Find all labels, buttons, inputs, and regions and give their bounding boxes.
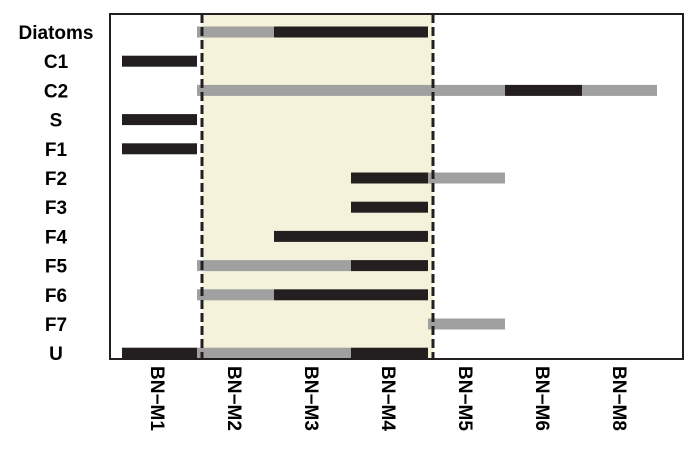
bar-f2-light	[428, 172, 505, 184]
bar-c2-light	[197, 84, 505, 96]
column-label-4: BN−M4	[377, 366, 398, 431]
bar-diatoms-light	[197, 26, 274, 38]
bar-diatoms-dark	[274, 26, 428, 38]
row-label-c1: C1	[44, 52, 69, 73]
row-label-f4: F4	[45, 227, 68, 248]
row-label-diatoms: Diatoms	[19, 23, 94, 44]
bar-f3-dark	[351, 201, 428, 213]
highlight-band	[202, 14, 433, 359]
column-label-2: BN−M2	[223, 366, 244, 431]
bar-layer	[122, 26, 657, 359]
column-label-1: BN−M1	[146, 366, 167, 431]
column-label-3: BN−M3	[300, 366, 321, 431]
plot-frame	[109, 13, 684, 360]
bar-f4-dark	[274, 230, 428, 242]
row-label-f7: F7	[45, 315, 67, 336]
bar-f1-dark	[122, 143, 197, 155]
bar-f5-light	[197, 260, 351, 272]
bar-c2-dark	[505, 84, 582, 96]
row-label-f5: F5	[45, 257, 68, 278]
bar-c1-dark	[122, 55, 197, 67]
row-labels: Diatoms C1 C2 S F1 F2 F3 F4 F5 F6 F7 U	[19, 23, 94, 365]
row-label-c2: C2	[44, 81, 68, 102]
bar-f6-dark	[274, 289, 428, 301]
bar-u-light	[197, 347, 351, 359]
bar-s-dark	[122, 114, 197, 126]
row-label-u: U	[49, 344, 63, 365]
row-label-f3: F3	[45, 198, 67, 219]
bar-f2-dark	[351, 172, 428, 184]
bar-u-dark	[351, 347, 428, 359]
column-labels: BN−M1 BN−M2 BN−M3 BN−M4 BN−M5 BN−M6 BN−M8	[146, 366, 629, 431]
bar-f6-light	[197, 289, 274, 301]
bar-f5-dark	[351, 260, 428, 272]
column-label-7: BN−M8	[608, 366, 629, 431]
row-label-s: S	[50, 111, 63, 132]
row-label-f2: F2	[45, 169, 67, 190]
bar-u-dark	[122, 347, 197, 359]
bar-c2-light	[582, 84, 657, 96]
row-label-f6: F6	[45, 286, 67, 307]
column-label-6: BN−M6	[531, 366, 552, 431]
row-label-f1: F1	[45, 140, 68, 161]
bar-f7-light	[428, 318, 505, 330]
column-label-5: BN−M5	[454, 366, 475, 431]
